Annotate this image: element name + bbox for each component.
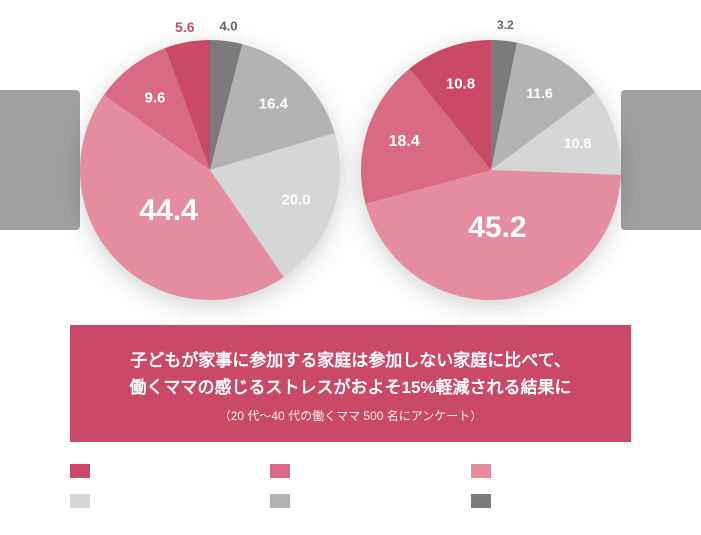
legend-swatch (270, 464, 290, 478)
right-tab (621, 90, 701, 230)
legend-swatch (471, 494, 491, 508)
legend-item (70, 460, 230, 482)
legend (70, 460, 631, 512)
stage: 4.0 16.4 20.0 44.4 9.6 5.6 3.2 11.6 10.8 45.2 18.… (0, 0, 701, 535)
caption-line2: 働くママの感じるストレスがおよそ15%軽減される結果に (90, 374, 611, 401)
legend-swatch (70, 464, 90, 478)
legend-item (471, 490, 631, 512)
pie-slice-label: 18.4 (389, 133, 420, 151)
pies-row: 4.016.420.044.49.65.6 3.211.610.845.218.… (70, 30, 631, 310)
pie-slice-label: 11.6 (526, 85, 552, 101)
left-tab (0, 90, 80, 230)
pie-slice-label: 16.4 (259, 96, 288, 113)
legend-swatch (70, 494, 90, 508)
legend-item (471, 460, 631, 482)
pie-slice-label: 45.2 (468, 211, 526, 245)
legend-item (70, 490, 230, 512)
caption-sub: （20 代〜40 代の働くママ 500 名にアンケート） (90, 407, 611, 424)
pie-slice-label: 4.0 (219, 18, 237, 33)
pie-left: 4.016.420.044.49.65.6 (80, 40, 340, 300)
caption-panel: 子どもが家事に参加する家庭は参加しない家庭に比べて、 働くママの感じるストレスが… (70, 325, 631, 442)
legend-item (270, 490, 430, 512)
pie-right: 3.211.610.845.218.410.8 (361, 40, 621, 300)
pie-slice-label: 20.0 (281, 192, 310, 209)
legend-swatch (270, 494, 290, 508)
caption-line1: 子どもが家事に参加する家庭は参加しない家庭に比べて、 (90, 347, 611, 374)
pie-slice-label: 10.8 (446, 76, 475, 93)
pie-slice-label: 3.2 (497, 18, 514, 32)
pie-slice-label: 44.4 (139, 194, 197, 228)
legend-swatch (471, 464, 491, 478)
pie-slice-label: 10.8 (564, 135, 591, 151)
pie-slice-label: 9.6 (144, 89, 165, 106)
pie-slice-label: 5.6 (175, 19, 194, 35)
legend-item (270, 460, 430, 482)
